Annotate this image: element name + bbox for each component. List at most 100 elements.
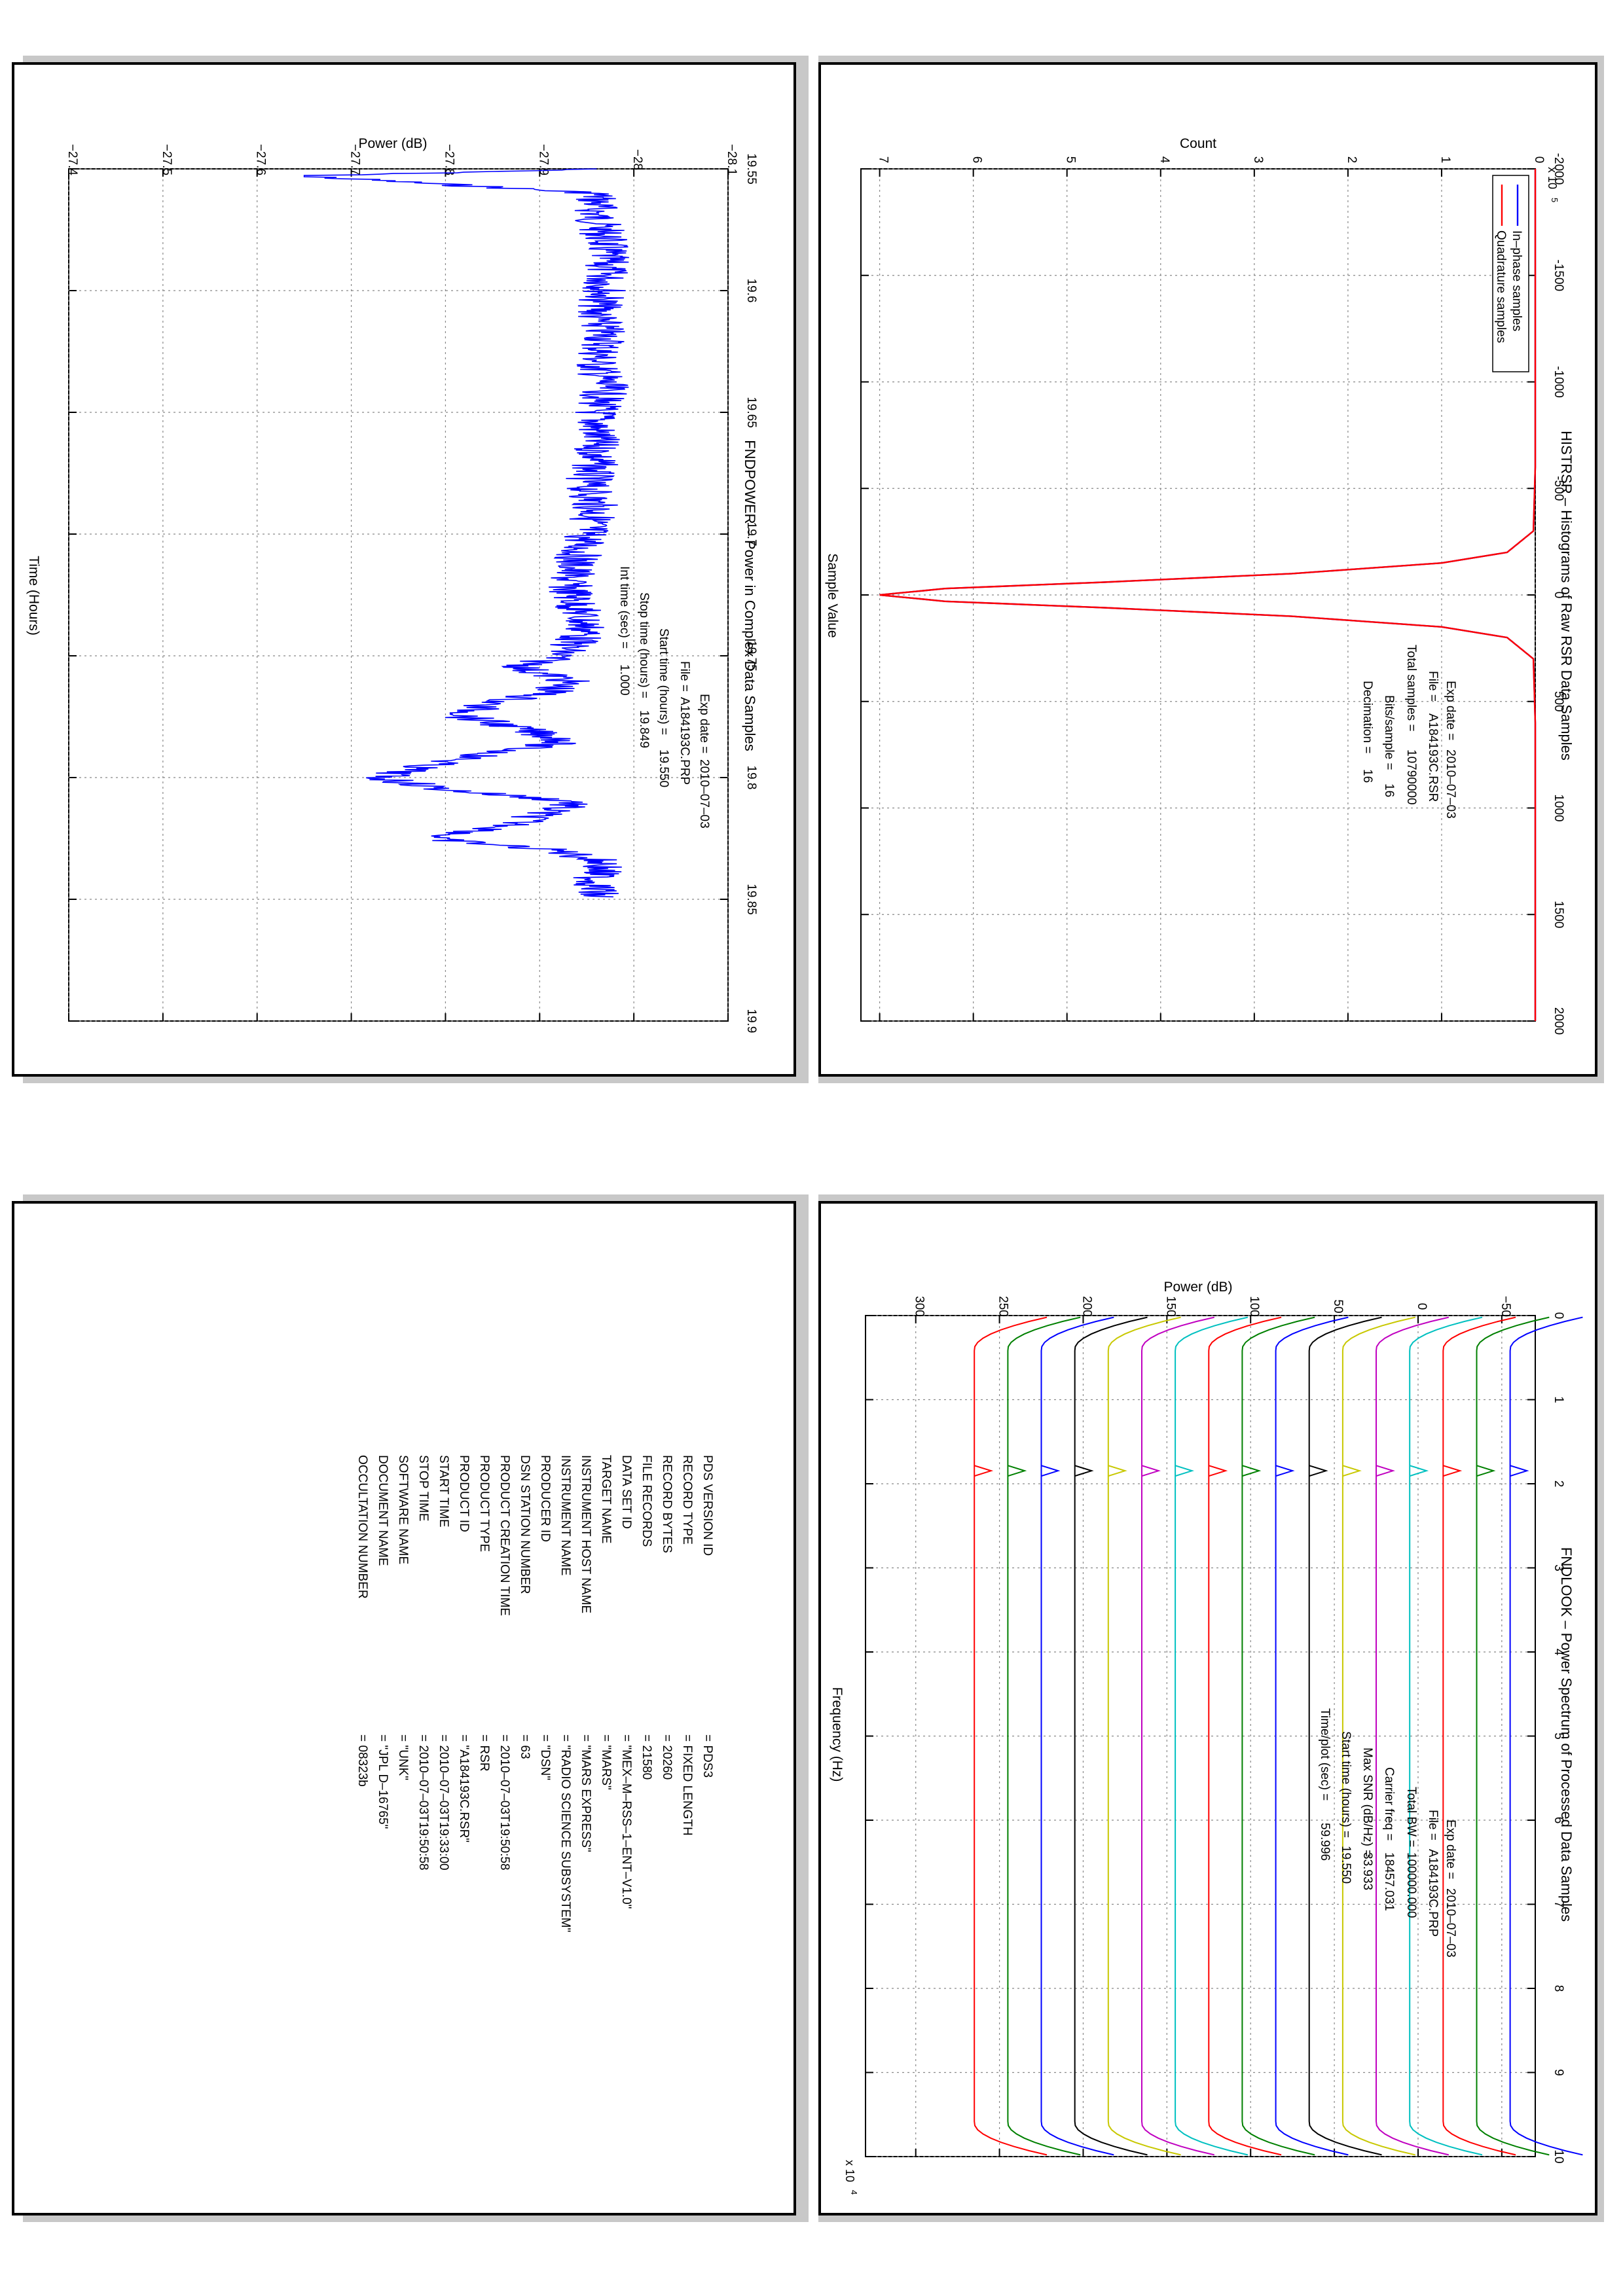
- annotation-value: 19.550: [657, 749, 670, 787]
- label-value: = PDS3: [701, 1734, 714, 1778]
- carrier-spike: [1008, 1465, 1027, 1477]
- y-tick-label: −27.5: [160, 144, 173, 175]
- y-tick-label: 7: [877, 156, 890, 164]
- annotation-value: A184193C.PRP: [1426, 1849, 1440, 1937]
- label-key: SOFTWARE NAME: [396, 1455, 410, 1564]
- x-tick-label: -500: [1552, 476, 1565, 501]
- label-key: PRODUCT CREATION TIME: [498, 1455, 511, 1616]
- y-tick-label: 0: [1532, 156, 1546, 164]
- spectrum-line: [1341, 1316, 1415, 2156]
- spectrum-line: [1040, 1316, 1114, 2156]
- y-tick-label: 1: [1438, 156, 1452, 164]
- x-tick-label: 19.65: [744, 397, 758, 428]
- carrier-spike: [1175, 1465, 1195, 1477]
- annotation-label: File =: [1426, 671, 1440, 702]
- spectrum-line: [974, 1316, 1048, 2156]
- x-tick-label: 19.9: [744, 1009, 758, 1033]
- annotation-label: Exp date =: [697, 694, 711, 753]
- fndpower-panel: [12, 62, 796, 1077]
- y-tick-label: 0: [1415, 1303, 1429, 1310]
- x-tick-label: 2000: [1552, 1007, 1565, 1035]
- label-value: = 21580: [640, 1734, 653, 1780]
- y-axis-label: Count: [1180, 136, 1216, 151]
- carrier-spike: [974, 1465, 994, 1477]
- x-tick-label: 1500: [1552, 901, 1565, 928]
- annotation-label: Bits/sample =: [1382, 695, 1396, 770]
- annotation-value: A184193C.RSR: [1426, 713, 1440, 802]
- x-tick-label: 5: [1552, 1732, 1565, 1740]
- label-key: PRODUCER ID: [538, 1455, 552, 1542]
- label-key: PRODUCT ID: [457, 1455, 471, 1532]
- x-tick-label: 10: [1552, 2149, 1565, 2163]
- fndpower-plot: 19.55 19.6 19.65 19.7 19.75 19.8 19.85 19.9 −28.…: [26, 136, 758, 1033]
- label-value: = "JPL D–16765": [376, 1734, 390, 1829]
- label-key: DSN STATION NUMBER: [518, 1455, 532, 1594]
- label-value: = 08323b: [356, 1734, 369, 1787]
- y-tick-label: −27.8: [442, 144, 456, 175]
- label-key: TARGET NAME: [599, 1455, 613, 1543]
- annotation-label: Total BW =: [1404, 1787, 1418, 1847]
- y-tick-label: −27.9: [536, 144, 550, 175]
- label-value: = 63: [518, 1734, 532, 1759]
- annotation-value: 2010–07–03: [1444, 749, 1457, 819]
- carrier-spike: [1141, 1465, 1161, 1477]
- legend-label: In–phase samples: [1510, 230, 1523, 331]
- label-value: = "RADIO SCIENCE SUBSYSTEM": [558, 1734, 572, 1932]
- annotation-value: 1.000: [617, 664, 631, 696]
- spectrum-line: [1476, 1316, 1550, 2156]
- x-tick-label: -1000: [1552, 366, 1565, 398]
- y-tick-label: −27.4: [65, 144, 79, 176]
- annotation-value: 19.550: [1339, 1846, 1353, 1884]
- x-tick-label: 9: [1552, 2069, 1565, 2076]
- annotation-label: Carrier freq =: [1382, 1767, 1396, 1840]
- carrier-spike: [1409, 1465, 1429, 1477]
- y-tick-label: 200: [1080, 1296, 1093, 1317]
- x-tick-label: 19.75: [744, 640, 758, 672]
- x-multiplier: x 10: [843, 2160, 856, 2182]
- spectrum-line: [1241, 1316, 1315, 2156]
- carrier-spike: [1275, 1465, 1295, 1477]
- label-value: = RSR: [477, 1734, 491, 1772]
- legend-box: [1492, 175, 1529, 372]
- x-tick-label: 1: [1552, 1396, 1565, 1403]
- carrier-spike: [1443, 1465, 1463, 1477]
- annotation-value: 33.933: [1360, 1852, 1374, 1890]
- x-tick-label: -2000: [1552, 153, 1565, 185]
- carrier-spike: [1376, 1465, 1395, 1477]
- y-multiplier: x 10: [1546, 167, 1559, 189]
- annotation-label: Decimation =: [1360, 681, 1374, 753]
- spectrum-line: [1275, 1316, 1349, 2156]
- power-trace: [303, 168, 629, 898]
- fndlook-plot: 0 1 2 3 4 5 6 7 8 9 10 −50 0 50 100 150 200 250 300 FNDLOOK…: [830, 1280, 1583, 2195]
- carrier-spike: [1074, 1465, 1094, 1477]
- spectrum-line: [1175, 1316, 1249, 2156]
- carrier-spike: [1476, 1465, 1496, 1477]
- label-key: OCCULTATION NUMBER: [356, 1455, 369, 1599]
- carrier-spike: [1309, 1465, 1328, 1477]
- chart-title: HISTRSR – Histograms of Raw RSR Data Sam…: [1558, 431, 1575, 761]
- annotation-label: File =: [1426, 1810, 1440, 1840]
- label-value: = "MEX–M–RSS–1–ENT–V1.0": [619, 1734, 633, 1909]
- label-value: = 2010–07–03T19:50:58: [498, 1734, 511, 1871]
- x-tick-label: 2: [1552, 1480, 1565, 1488]
- carrier-spike: [1242, 1465, 1262, 1477]
- label-value: = 2010–07–03T19:50:58: [416, 1734, 430, 1871]
- label-value: = "MARS EXPRESS": [579, 1734, 593, 1852]
- spectrum-line: [1308, 1316, 1382, 2156]
- x-tick-label: 1000: [1552, 794, 1565, 821]
- carrier-spike: [1108, 1465, 1127, 1477]
- spectrum-line: [1409, 1316, 1483, 2156]
- carrier-spike: [1209, 1465, 1228, 1477]
- spectrum-line: [1074, 1316, 1148, 2156]
- annotation-value: 19.849: [637, 710, 651, 748]
- annotation-label: File =: [678, 661, 691, 692]
- annotation-label: Max SNR (dB/Hz) =: [1360, 1748, 1374, 1857]
- label-key: RECORD BYTES: [660, 1455, 674, 1553]
- label-key: PDS VERSION ID: [701, 1455, 714, 1556]
- annotation-value: 100000.000: [1404, 1852, 1418, 1918]
- y-tick-label: 3: [1251, 156, 1265, 164]
- label-value: = 2010–07–03T19:33:00: [437, 1734, 450, 1871]
- chart-title: FNDLOOK – Power Spectrum of Processed Da…: [1558, 1547, 1575, 1922]
- annotation-label: Start time (hours) =: [657, 628, 670, 735]
